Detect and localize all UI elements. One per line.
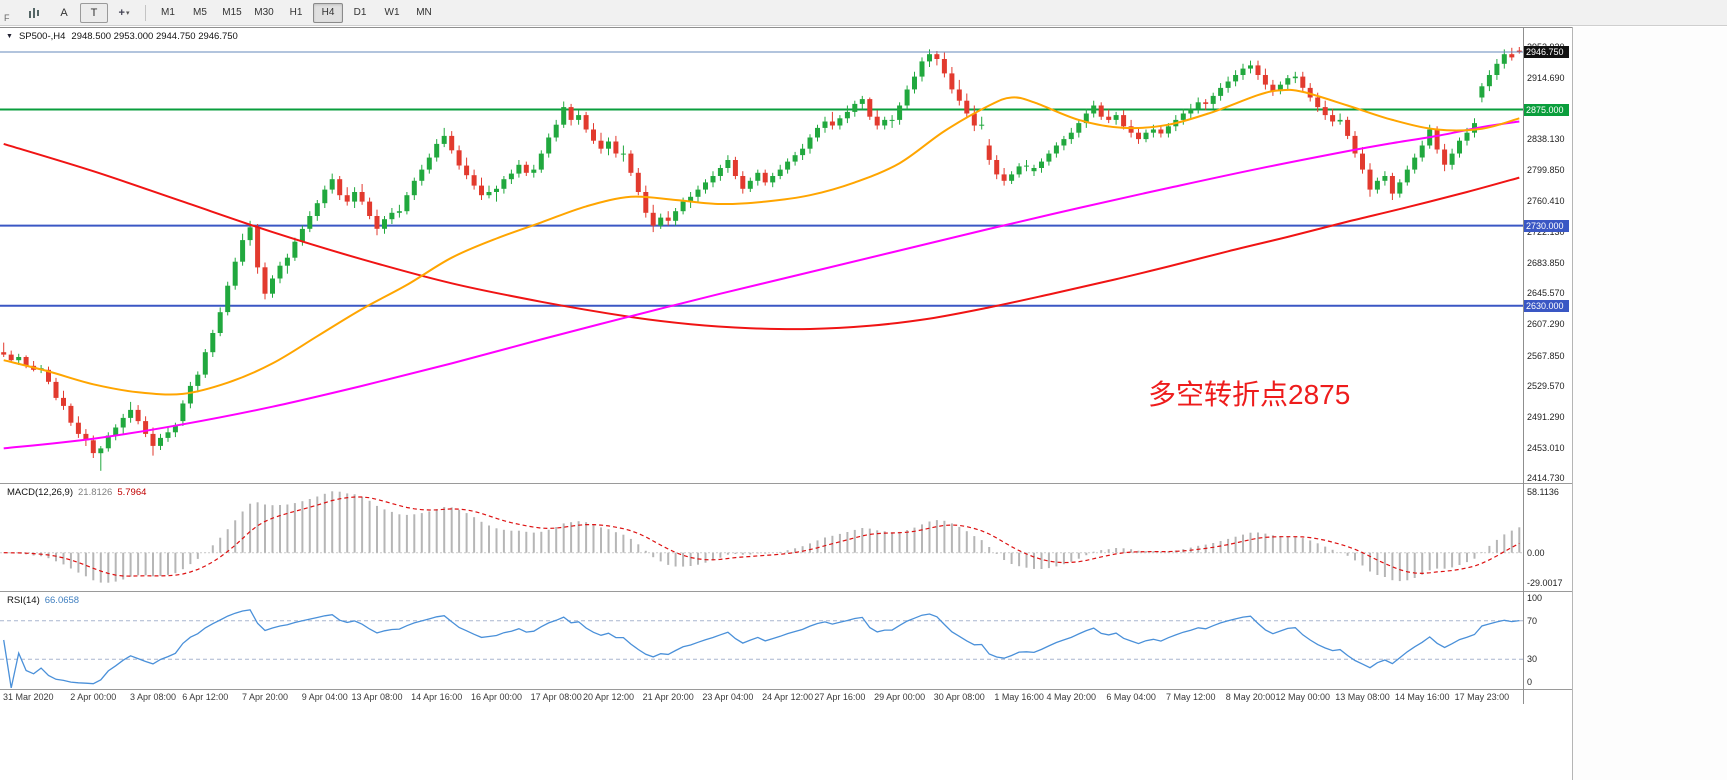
hline-price-badge: 2875.000 (1524, 103, 1569, 116)
ma-mid-magenta (3, 120, 1520, 450)
price-axis-label: 2914.690 (1527, 72, 1565, 83)
timeframe-button-M5[interactable]: M5 (193, 7, 207, 18)
time-axis-label: 14 Apr 16:00 (411, 692, 463, 702)
hline-price-badge: 2730.000 (1524, 219, 1569, 232)
price-axis-label: 2453.010 (1527, 442, 1565, 453)
time-axis-label: 7 May 12:00 (1166, 692, 1216, 702)
price-axis-label: 2838.130 (1527, 134, 1565, 144)
time-axis-label: 24 Apr 12:00 (762, 692, 814, 702)
macd-signal-value: 5.7964 (117, 487, 147, 498)
toolbar-edge-handle[interactable]: F (4, 13, 10, 23)
timeframe-button-M1[interactable]: M1 (161, 7, 175, 18)
time-axis-label: 20 Apr 12:00 (582, 692, 635, 702)
timeframe-button-H4[interactable]: H4 (313, 2, 343, 23)
right-empty-area (1572, 27, 1727, 780)
time-axis-label: 3 Apr 08:00 (129, 692, 177, 702)
time-axis-label: 4 May 20:00 (1046, 692, 1097, 702)
cursor-tool-icon: + (118, 6, 125, 19)
ohlc-values: 2948.500 2953.000 2944.750 2946.750 (71, 31, 238, 42)
symbol-timeframe-label: SP500-,H4 (18, 31, 66, 42)
rsi-scale-label: 100 (1527, 593, 1543, 603)
time-axis-label: 29 Apr 00:00 (874, 692, 926, 702)
price-axis-label: 2607.290 (1527, 319, 1565, 329)
rsi-value: 66.0658 (44, 595, 80, 606)
hline-price-badge: 2630.000 (1524, 299, 1569, 312)
time-axis-separator (0, 689, 1572, 690)
chart-text-annotation[interactable]: 多空转折点2875 (1148, 379, 1351, 410)
price-axis-label: 2760.410 (1527, 196, 1565, 207)
price-scale-divider (1523, 28, 1524, 704)
timeframe-button-M30[interactable]: M30 (254, 7, 274, 18)
toolbar-separator (145, 4, 146, 21)
toolbar: A T + ▾ M1 M5 M15 M30 H1 H4 D1 W1 MN (0, 0, 1727, 26)
symbol-marker-icon[interactable]: ▼ (6, 33, 13, 40)
macd-plot[interactable] (0, 484, 1523, 590)
macd-signal-line (3, 496, 1520, 577)
rsi-scale-label: 0 (1527, 677, 1533, 687)
time-axis-label: 27 Apr 16:00 (814, 692, 866, 702)
candles (1, 47, 1522, 471)
timeframe-button-D1[interactable]: D1 (353, 7, 367, 18)
chevron-down-icon: ▾ (125, 9, 130, 17)
time-axis-label: 6 May 04:00 (1106, 692, 1156, 702)
time-axis-label: 14 May 16:00 (1394, 692, 1450, 702)
time-axis-label: 8 May 20:00 (1225, 692, 1276, 702)
macd-header: MACD(12,26,9) 21.8126 5.7964 (7, 487, 146, 498)
time-axis-label: 1 May 16:00 (994, 692, 1044, 702)
time-axis-label: 6 Apr 12:00 (182, 692, 229, 702)
text-tool-t-button[interactable]: T (80, 2, 108, 23)
price-axis-label: 2722.130 (1527, 227, 1565, 237)
time-axis-label: 9 Apr 04:00 (301, 692, 348, 702)
rsi-scale-label: 70 (1527, 615, 1538, 626)
bar-chart-icon[interactable] (20, 3, 48, 23)
current-price-badge: 2946.750 (1524, 46, 1569, 58)
time-axis-label: 30 Apr 08:00 (933, 692, 985, 702)
price-axis-label: 2567.850 (1527, 350, 1565, 361)
time-axis-label: 13 May 08:00 (1335, 692, 1390, 702)
rsi-scale-label: 30 (1527, 654, 1538, 665)
chart-window: ▼ SP500-,H4 2948.500 2953.000 2944.750 2… (0, 27, 1572, 780)
bar-chart-icon-glyph (28, 7, 39, 18)
macd-main-value: 21.8126 (78, 487, 113, 498)
time-axis-label: 16 Apr 00:00 (470, 692, 523, 702)
time-axis-label: 31 Mar 2020 (3, 692, 54, 702)
price-axis-label: 2683.850 (1527, 257, 1565, 268)
timeframe-button-M15[interactable]: M15 (222, 7, 242, 18)
time-axis-label: 17 Apr 08:00 (530, 692, 582, 702)
time-axis-label: 21 Apr 20:00 (642, 692, 694, 702)
chart-title: ▼ SP500-,H4 2948.500 2953.000 2944.750 2… (6, 31, 238, 42)
time-axis-label: 13 Apr 08:00 (351, 692, 403, 702)
price-axis-label: 2414.730 (1527, 473, 1565, 484)
rsi-plot[interactable] (0, 592, 1523, 688)
macd-title: MACD(12,26,9) (7, 487, 73, 498)
time-axis-label: 7 Apr 20:00 (241, 692, 289, 702)
timeframe-button-W1[interactable]: W1 (384, 7, 400, 18)
time-axis-label: 23 Apr 04:00 (702, 692, 754, 702)
timeframe-button-H1[interactable]: H1 (289, 7, 303, 18)
timeframe-toolbar: M1 M5 M15 M30 H1 H4 D1 W1 MN (153, 2, 439, 23)
text-tool-a-button[interactable]: A (60, 6, 68, 19)
time-axis-label: 12 May 00:00 (1275, 692, 1331, 702)
rsi-title: RSI(14) (7, 595, 40, 606)
ma-slow-red (3, 142, 1520, 331)
rsi-header: RSI(14) 66.0658 (7, 595, 79, 606)
price-axis-label: 2645.570 (1527, 288, 1565, 299)
price-axis-label: 2799.850 (1527, 164, 1565, 175)
cursor-tool-button[interactable]: + ▾ (110, 3, 138, 23)
time-axis-label: 17 May 23:00 (1454, 692, 1510, 702)
price-axis-label: 2491.290 (1527, 411, 1565, 422)
panel-splitter-macd[interactable] (0, 483, 1572, 484)
timeframe-button-MN[interactable]: MN (416, 7, 432, 18)
rsi-line (3, 609, 1520, 688)
panel-splitter-rsi[interactable] (0, 591, 1572, 592)
price-axis-label: 2529.570 (1527, 381, 1565, 392)
time-axis-label: 2 Apr 00:00 (70, 692, 117, 702)
macd-scale-min: -29.0017 (1527, 578, 1563, 588)
ma-fast-orange (3, 88, 1520, 396)
macd-scale-max: 58.1136 (1527, 487, 1559, 497)
candlestick-plot[interactable] (0, 43, 1523, 482)
macd-histogram (10, 491, 1521, 583)
macd-scale-zero: 0.00 (1527, 547, 1545, 558)
